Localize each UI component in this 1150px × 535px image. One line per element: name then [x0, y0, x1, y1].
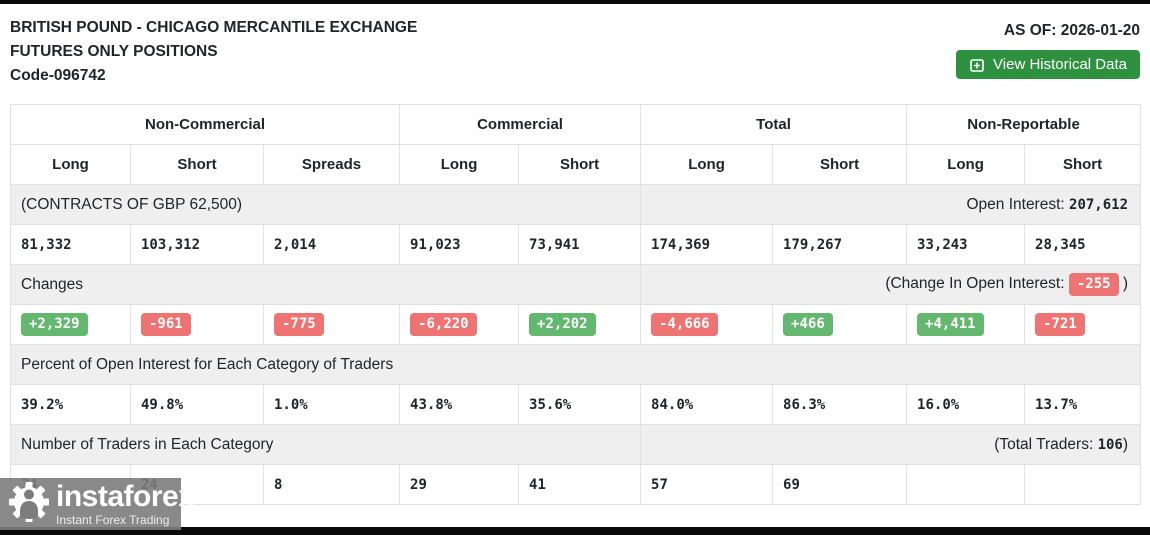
- position-cell: 28,345: [1024, 224, 1142, 265]
- position-cell: 103,312: [130, 224, 264, 265]
- as-of-date: AS OF: 2026-01-20: [1003, 22, 1140, 39]
- open-interest-value: 207,612: [1069, 196, 1129, 213]
- trader-count-cell: 41: [518, 464, 642, 505]
- position-cell: 179,267: [772, 224, 908, 265]
- group-non-reportable: Non-Reportable: [906, 104, 1142, 145]
- instaforex-brand-text: instaforex: [56, 480, 195, 513]
- instaforex-watermark: instaforex Instant Forex Trading: [0, 478, 195, 531]
- col-header: Long: [399, 144, 520, 185]
- positions-row: 81,332 103,312 2,014 91,023 73,941 174,3…: [10, 224, 1142, 265]
- percent-cell: 43.8%: [399, 384, 520, 425]
- trader-count-cell: 29: [399, 464, 520, 505]
- cot-positions-table: Non-Commercial Commercial Total Non-Repo…: [9, 104, 1142, 505]
- total-traders-cell: (Total Traders: 106): [640, 424, 1142, 465]
- percent-cell: 84.0%: [640, 384, 774, 425]
- trader-count-cell: [906, 464, 1026, 505]
- position-cell: 91,023: [399, 224, 520, 265]
- change-cell: +4,411: [906, 304, 1026, 345]
- change-badge: +2,329: [21, 313, 88, 336]
- bottom-divider-bar: [0, 527, 1150, 535]
- trader-count-cell: 57: [640, 464, 774, 505]
- percent-cell: 1.0%: [262, 384, 401, 425]
- col-header: Long: [10, 144, 131, 185]
- traders-label: Number of Traders in Each Category: [9, 424, 642, 465]
- contracts-label: (CONTRACTS OF GBP 62,500): [9, 184, 642, 225]
- change-badge: -961: [141, 313, 191, 336]
- view-historical-data-label: View Historical Data: [993, 56, 1127, 73]
- percent-cell: 35.6%: [518, 384, 642, 425]
- change-badge: -775: [274, 313, 324, 336]
- trader-count-cell: 8: [262, 464, 401, 505]
- instaforex-wordmark: instaforex Instant Forex Trading: [56, 480, 195, 527]
- percent-cell: 13.7%: [1024, 384, 1142, 425]
- percent-header-row: Percent of Open Interest for Each Catego…: [9, 344, 1142, 385]
- col-header: Long: [640, 144, 774, 185]
- change-cell: -721: [1024, 304, 1142, 345]
- change-open-interest-cell: (Change In Open Interest: -255 ): [640, 264, 1142, 305]
- total-traders-suffix: ): [1122, 435, 1129, 453]
- change-badge: -6,220: [410, 313, 477, 336]
- change-cell: +2,329: [10, 304, 131, 345]
- change-cell: -961: [130, 304, 264, 345]
- report-title: BRITISH POUND - CHICAGO MERCANTILE EXCHA…: [10, 19, 418, 36]
- percent-cell: 49.8%: [130, 384, 264, 425]
- change-oi-suffix: ): [1118, 275, 1129, 292]
- group-header-row: Non-Commercial Commercial Total Non-Repo…: [9, 104, 1142, 145]
- trader-count-cell: [1024, 464, 1142, 505]
- percent-cell: 86.3%: [772, 384, 908, 425]
- change-badge: +466: [783, 313, 833, 336]
- group-non-commercial: Non-Commercial: [9, 104, 401, 145]
- changes-header-row: Changes (Change In Open Interest: -255 ): [9, 264, 1142, 305]
- group-total: Total: [640, 104, 908, 145]
- position-cell: 33,243: [906, 224, 1026, 265]
- instaforex-tagline: Instant Forex Trading: [56, 513, 170, 527]
- report-code: Code-096742: [10, 67, 106, 84]
- trader-count-cell: 69: [772, 464, 908, 505]
- position-cell: 174,369: [640, 224, 774, 265]
- change-oi-label: (Change In Open Interest:: [885, 275, 1069, 292]
- col-header: Short: [130, 144, 264, 185]
- top-divider-bar: [0, 0, 1150, 4]
- col-header: Long: [906, 144, 1026, 185]
- report-subtitle: FUTURES ONLY POSITIONS: [10, 43, 218, 60]
- changes-label: Changes: [9, 264, 642, 305]
- report-header-right: AS OF: 2026-01-20 View Historical Data: [956, 16, 1140, 79]
- change-badge: +4,411: [917, 313, 984, 336]
- contracts-open-interest-row: (CONTRACTS OF GBP 62,500) Open Interest:…: [9, 184, 1142, 225]
- report-title-block: BRITISH POUND - CHICAGO MERCANTILE EXCHA…: [10, 16, 417, 88]
- col-header: Short: [772, 144, 908, 185]
- percent-label: Percent of Open Interest for Each Catego…: [9, 344, 1142, 385]
- col-header: Short: [1024, 144, 1142, 185]
- traders-header-row: Number of Traders in Each Category (Tota…: [9, 424, 1142, 465]
- calendar-plus-icon: [969, 57, 985, 73]
- column-header-row: Long Short Spreads Long Short Long Short…: [10, 144, 1142, 185]
- changes-row: +2,329 -961 -775 -6,220 +2,202 -4,666 +4…: [10, 304, 1142, 345]
- percent-cell: 16.0%: [906, 384, 1026, 425]
- percent-cell: 39.2%: [10, 384, 131, 425]
- position-cell: 2,014: [262, 224, 401, 265]
- report-header: BRITISH POUND - CHICAGO MERCANTILE EXCHA…: [0, 4, 1150, 88]
- position-cell: 73,941: [518, 224, 642, 265]
- view-historical-data-button[interactable]: View Historical Data: [956, 50, 1140, 79]
- change-cell: -4,666: [640, 304, 774, 345]
- col-header: Spreads: [262, 144, 401, 185]
- total-traders-label: (Total Traders:: [994, 435, 1098, 453]
- change-oi-badge: -255: [1068, 273, 1119, 296]
- change-cell: +2,202: [518, 304, 642, 345]
- group-commercial: Commercial: [399, 104, 642, 145]
- trader-counts-row: 34 24 8 29 41 57 69: [10, 464, 1142, 505]
- col-header: Short: [518, 144, 642, 185]
- change-cell: +466: [772, 304, 908, 345]
- total-traders-value: 106: [1097, 436, 1123, 453]
- open-interest-cell: Open Interest: 207,612: [640, 184, 1142, 225]
- change-badge: -721: [1035, 313, 1085, 336]
- change-badge: +2,202: [529, 313, 596, 336]
- change-cell: -6,220: [399, 304, 520, 345]
- instaforex-gear-logo-icon: [6, 478, 52, 531]
- change-badge: -4,666: [651, 313, 718, 336]
- position-cell: 81,332: [10, 224, 131, 265]
- change-cell: -775: [262, 304, 401, 345]
- open-interest-label: Open Interest:: [966, 195, 1070, 213]
- percents-row: 39.2% 49.8% 1.0% 43.8% 35.6% 84.0% 86.3%…: [10, 384, 1142, 425]
